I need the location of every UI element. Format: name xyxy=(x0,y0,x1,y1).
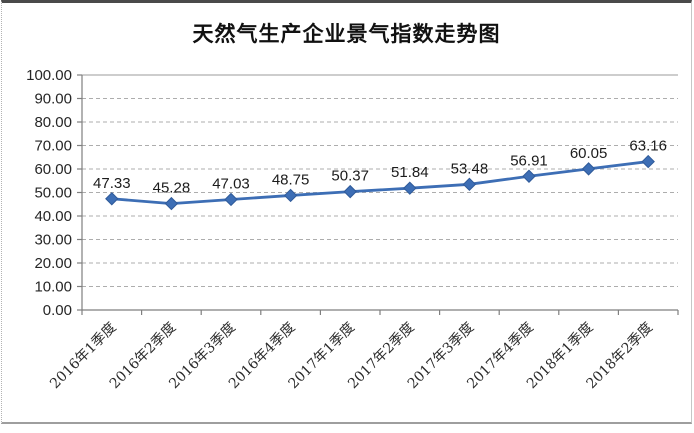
data-point-label: 47.33 xyxy=(93,175,131,192)
y-axis-tick-label: 0.00 xyxy=(43,302,72,319)
data-point-label: 47.03 xyxy=(212,175,250,192)
data-point-marker xyxy=(105,192,119,206)
data-point-label: 50.37 xyxy=(331,168,369,185)
data-point-marker xyxy=(581,162,596,176)
data-point-marker xyxy=(224,192,238,207)
y-axis-tick-label: 50.00 xyxy=(34,185,72,202)
chart-figure: 天然气生产企业景气指数走势图 0.00 10.00 20.00 30.00 40.00 5… xyxy=(1,0,692,424)
data-point-label: 51.84 xyxy=(391,164,429,181)
data-point-label: 45.28 xyxy=(153,180,191,197)
data-point-marker xyxy=(343,184,357,199)
data-point-label: 63.16 xyxy=(629,138,667,155)
data-point-marker xyxy=(522,169,536,183)
data-point-marker xyxy=(462,177,477,192)
data-point-marker xyxy=(283,188,298,203)
data-point-label: 60.05 xyxy=(570,145,608,162)
y-axis-tick-label: 40.00 xyxy=(34,208,72,225)
data-point-label: 53.48 xyxy=(451,160,489,177)
data-point-label: 48.75 xyxy=(272,171,310,188)
y-axis-tick-label: 60.00 xyxy=(34,161,72,178)
y-axis-tick-label: 20.00 xyxy=(34,255,72,272)
data-point-marker xyxy=(641,154,655,169)
line-chart-canvas: 0.00 10.00 20.00 30.00 40.00 50.00 60.00 70.00 8… xyxy=(26,67,679,392)
data-point-marker xyxy=(164,196,179,211)
y-axis-tick-label: 30.00 xyxy=(34,232,72,249)
y-axis-tick-label: 70.00 xyxy=(34,138,72,155)
y-axis-tick-label: 10.00 xyxy=(34,279,72,296)
y-axis-tick-label: 100.00 xyxy=(26,67,72,84)
data-point-marker xyxy=(403,181,417,195)
y-axis-tick-label: 90.00 xyxy=(34,91,72,108)
series-line xyxy=(110,160,650,205)
data-point-label: 56.91 xyxy=(510,152,548,169)
y-axis-tick-label: 80.00 xyxy=(34,114,72,131)
chart-title: 天然气生产企业景气指数走势图 xyxy=(192,21,501,46)
